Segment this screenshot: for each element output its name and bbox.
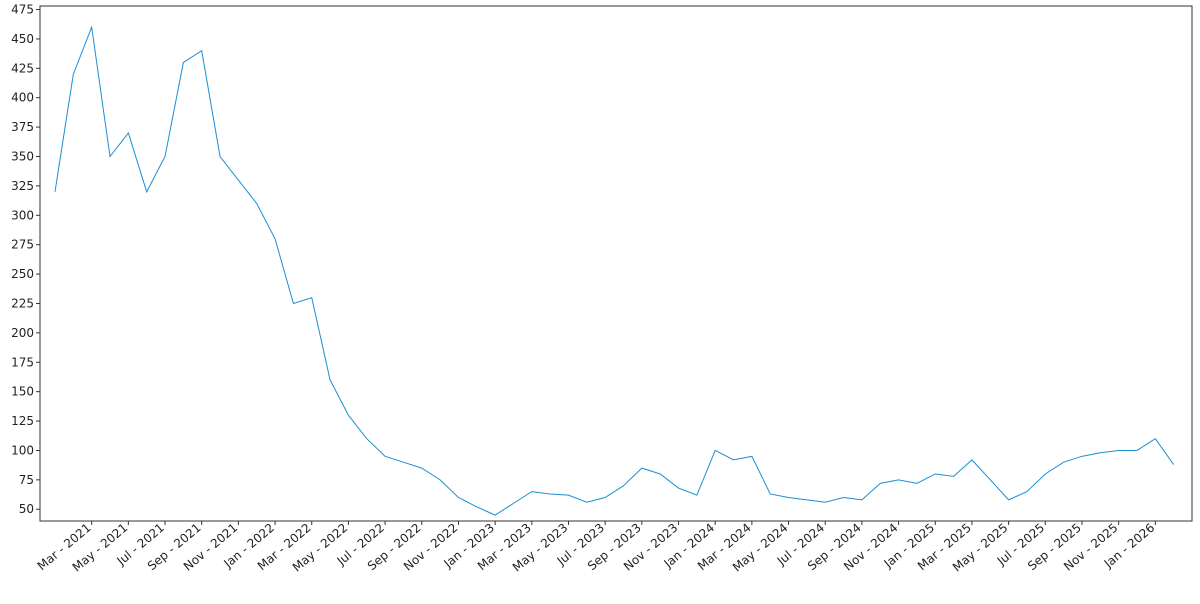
y-tick-label: 50: [19, 502, 34, 516]
price-line: [54, 25, 1175, 516]
plot-frame: [39, 5, 1193, 522]
y-tick-label: 275: [11, 238, 34, 252]
y-tick-label: 100: [11, 443, 34, 457]
y-tick-label: 450: [11, 32, 34, 46]
y-tick-label: 150: [11, 385, 34, 399]
y-tick-label: 350: [11, 150, 34, 164]
y-tick-label: 200: [11, 326, 34, 340]
y-tick-label: 225: [11, 296, 34, 310]
y-tick-label: 75: [19, 473, 34, 487]
y-tick-label: 175: [11, 355, 34, 369]
y-tick-label: 300: [11, 208, 34, 222]
y-tick-label: 325: [11, 179, 34, 193]
y-tick-label: 125: [11, 414, 34, 428]
y-tick-label: 475: [11, 3, 34, 17]
y-tick-label: 400: [11, 91, 34, 105]
y-tick-label: 425: [11, 61, 34, 75]
y-tick-label: 375: [11, 120, 34, 134]
y-tick-label: 250: [11, 267, 34, 281]
